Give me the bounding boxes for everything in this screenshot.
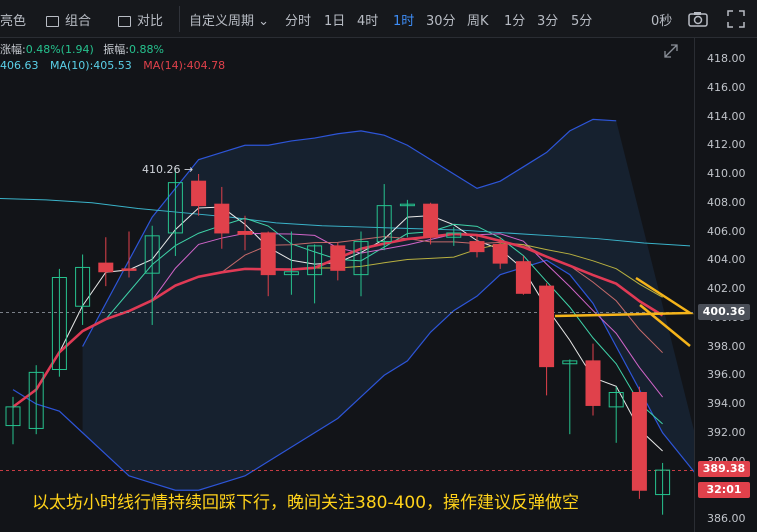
high-price-marker: 410.26 → (142, 163, 194, 176)
toolbar-compare-label: 对比 (137, 14, 164, 29)
candle-body (515, 261, 531, 294)
toolbar: 亮色 组合 对比 自定义周期 ⌄ 分时 1日 4时 1时 30分 周K 1分 3… (0, 0, 757, 38)
candle-body (98, 262, 114, 273)
candle-body (144, 235, 160, 274)
candle-body (423, 203, 439, 238)
camera-icon[interactable] (688, 11, 708, 27)
price-tick-label: 418.00 (707, 52, 746, 65)
candlestick-chart (0, 118, 694, 515)
toolbar-theme[interactable]: 亮色 (0, 14, 27, 29)
toolbar-combo-label: 组合 (65, 14, 92, 29)
ma-info: 406.63 MA(10):405.53 MA(14):404.78 (0, 59, 225, 72)
bollinger-band-fill (82, 119, 694, 491)
bollinger-lower-line (12, 259, 694, 491)
candle-body (237, 231, 253, 235)
price-tick-label: 394.00 (707, 397, 746, 410)
interval-5m[interactable]: 5分 (571, 14, 593, 29)
interval-1m[interactable]: 1分 (504, 14, 526, 29)
amplitude-label: 振幅: (103, 43, 129, 56)
annotation-arrow-tail (639, 304, 691, 347)
candle-body (167, 182, 183, 234)
candle-body (399, 203, 415, 207)
change-info: 涨幅:0.48%(1.94) 振幅:0.88% (0, 41, 164, 57)
interval-fenshi[interactable]: 分时 (285, 14, 312, 29)
candle-body (539, 285, 555, 368)
candle-body (655, 469, 671, 496)
candle-body (492, 243, 508, 264)
grid-icon (46, 16, 59, 27)
change-label: 涨幅: (0, 43, 26, 56)
candle-body (376, 205, 392, 243)
current-price-tag: 389.38 (698, 461, 750, 477)
change-value: 0.48%(1.94) (25, 43, 94, 56)
amplitude-value: 0.88% (128, 43, 164, 56)
price-axis (694, 38, 757, 532)
candle-body (260, 232, 276, 276)
custom-period-label: 自定义周期 (189, 14, 255, 29)
compare-icon (118, 16, 131, 27)
candle-body (353, 241, 369, 276)
bollinger-upper-line (82, 118, 617, 347)
caption-text: 以太坊小时线行情持续回踩下行，晚间关注380-400，操作建议反弹做空 (32, 493, 580, 513)
interval-3m[interactable]: 3分 (537, 14, 559, 29)
candle-body (214, 203, 230, 234)
price-tick-label: 402.00 (707, 282, 746, 295)
candle-body (562, 360, 578, 365)
candle-body (631, 392, 647, 491)
candle-body (5, 406, 21, 427)
interval-30m[interactable]: 30分 (426, 14, 456, 29)
price-tick-label: 410.00 (707, 167, 746, 180)
toolbar-compare[interactable]: 对比 (118, 10, 163, 29)
price-tick-label: 416.00 (707, 80, 746, 94)
candle-body (28, 371, 44, 429)
toolbar-divider (179, 6, 180, 32)
candle-body (469, 241, 485, 253)
toolbar-combo[interactable]: 组合 (46, 10, 91, 29)
ma-a-value: 406.63 (0, 59, 39, 72)
annotation-arrow (554, 276, 694, 318)
candle-body (608, 392, 624, 408)
candle-body (585, 360, 601, 406)
countdown-tag: 32:01 (698, 482, 750, 498)
price-tick-label: 406.00 (707, 224, 746, 238)
candle-body (446, 232, 462, 238)
toolbar-custom-period[interactable]: 自定义周期 ⌄ (189, 10, 269, 29)
chevron-down-icon: ⌄ (258, 14, 270, 29)
price-tick-label: 404.00 (707, 253, 746, 267)
fullscreen-icon[interactable] (727, 10, 745, 28)
price-tick-label: 392.00 (707, 425, 746, 439)
interval-1d[interactable]: 1日 (324, 14, 346, 29)
candle-body (283, 271, 299, 276)
ma10-value: MA(10):405.53 (50, 59, 132, 72)
candle-body (51, 277, 67, 370)
candle-body (75, 266, 91, 307)
candle-body (191, 180, 207, 207)
price-tick-label: 408.00 (707, 195, 746, 209)
candle-body (307, 245, 323, 276)
interval-1h[interactable]: 1时 (393, 14, 415, 29)
price-tick-label: 396.00 (707, 368, 746, 382)
price-tick-label: 412.00 (707, 138, 746, 152)
ma14-value: MA(14):404.78 (143, 59, 226, 72)
interval-4h[interactable]: 4时 (357, 14, 379, 29)
price-tick-label: 398.00 (707, 339, 746, 353)
expand-icon[interactable] (662, 42, 680, 60)
interval-week[interactable]: 周K (467, 14, 489, 29)
candle-body (330, 245, 346, 271)
ma-long-line (0, 197, 691, 247)
crosshair-price-tag: 400.36 (698, 304, 750, 320)
refresh-timer: 0秒 (651, 14, 673, 29)
candle-body (121, 268, 137, 271)
price-tick-label: 386.00 (707, 512, 746, 525)
price-tick-label: 414.00 (707, 109, 746, 123)
